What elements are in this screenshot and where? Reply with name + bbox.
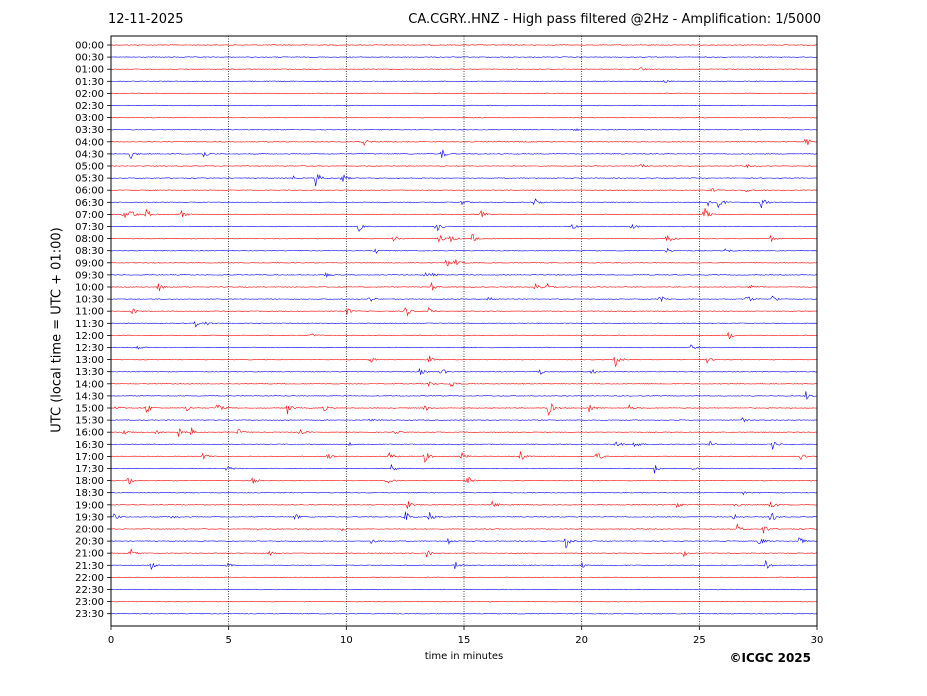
- y-tick-label: 05:30: [75, 174, 104, 185]
- y-tick-label: 10:00: [75, 283, 104, 294]
- trace-1430: [110, 391, 817, 401]
- trace-2100: [111, 548, 817, 558]
- x-tick-label: 25: [693, 635, 706, 646]
- y-tick-label: 16:00: [75, 428, 104, 439]
- trace-0900: [110, 259, 818, 267]
- trace-0630: [111, 198, 818, 209]
- y-tick-label: 11:30: [75, 319, 104, 330]
- trace-2200: [110, 576, 818, 579]
- x-tick-label: 5: [225, 635, 231, 646]
- y-tick-label: 09:00: [75, 258, 104, 269]
- trace-1230: [110, 344, 818, 350]
- copyright-notice: ©ICGC 2025: [729, 651, 811, 665]
- y-tick-label: 07:30: [75, 222, 104, 233]
- trace-0830: [110, 247, 818, 254]
- y-tick-label: 18:30: [75, 488, 104, 499]
- trace-0230: [110, 104, 818, 107]
- y-tick-label: 22:00: [75, 573, 104, 584]
- x-axis-label: time in minutes: [424, 651, 504, 662]
- y-tick-label: 12:30: [75, 343, 104, 354]
- x-tick-label: 10: [340, 635, 353, 646]
- x-tick-label: 0: [108, 635, 114, 646]
- trace-0330: [110, 128, 817, 132]
- trace-0300: [110, 116, 818, 119]
- trace-0000: [110, 44, 817, 46]
- y-tick-label: 18:00: [75, 476, 104, 487]
- y-tick-label: 15:30: [75, 416, 104, 427]
- trace-1830: [110, 491, 818, 496]
- y-tick-label: 10:30: [75, 295, 104, 306]
- y-tick-label: 06:30: [75, 198, 104, 209]
- chart-title: CA.CGRY..HNZ - High pass filtered @2Hz -…: [408, 12, 821, 27]
- trace-1200: [111, 331, 818, 340]
- trace-0030: [111, 56, 818, 58]
- trace-1500: [110, 403, 818, 417]
- y-tick-label: 06:00: [75, 186, 104, 197]
- trace-0530: [110, 174, 818, 187]
- trace-0930: [111, 272, 818, 278]
- chart-date: 12-11-2025: [108, 12, 184, 27]
- y-tick-label: 12:00: [75, 331, 104, 342]
- trace-1800: [110, 477, 818, 485]
- x-tick-label: 15: [458, 635, 471, 646]
- y-tick-label: 13:00: [75, 355, 104, 366]
- y-tick-label: 04:00: [75, 137, 104, 148]
- y-tick-label: 03:30: [75, 125, 104, 136]
- vertical-grid: [228, 36, 700, 626]
- y-tick-label: 21:00: [75, 549, 104, 560]
- y-tick-label: 13:30: [75, 367, 104, 378]
- y-tick-label: 08:30: [75, 246, 104, 257]
- y-ticks: 00:0000:3001:0001:3002:0002:3003:0003:30…: [75, 41, 111, 620]
- y-tick-label: 11:00: [75, 307, 104, 318]
- trace-1530: [111, 417, 818, 423]
- y-tick-label: 02:30: [75, 101, 104, 112]
- y-tick-label: 23:00: [75, 597, 104, 608]
- y-tick-label: 20:30: [75, 537, 104, 548]
- trace-0600: [110, 188, 817, 193]
- trace-1900: [110, 500, 817, 509]
- y-tick-label: 14:00: [75, 379, 104, 390]
- trace-0730: [111, 223, 817, 232]
- y-tick-label: 15:00: [75, 404, 104, 415]
- y-tick-label: 20:00: [75, 525, 104, 536]
- y-tick-label: 07:00: [75, 210, 104, 221]
- y-tick-label: 05:00: [75, 162, 104, 173]
- trace-0800: [110, 233, 818, 243]
- y-tick-label: 17:00: [75, 452, 104, 463]
- y-tick-label: 02:00: [75, 89, 104, 100]
- x-tick-label: 20: [575, 635, 588, 646]
- trace-2130: [110, 560, 818, 571]
- x-ticks: 0 5 10 15 20 25 30: [108, 626, 824, 646]
- y-tick-label: 14:30: [75, 391, 104, 402]
- y-tick-label: 22:30: [75, 585, 104, 596]
- y-tick-label: 01:30: [75, 77, 104, 88]
- y-tick-label: 09:30: [75, 270, 104, 281]
- y-tick-label: 23:30: [75, 609, 104, 620]
- y-tick-label: 00:30: [75, 53, 104, 64]
- x-tick-label: 30: [811, 635, 824, 646]
- y-tick-label: 17:30: [75, 464, 104, 475]
- y-tick-label: 08:00: [75, 234, 104, 245]
- y-tick-label: 04:30: [75, 149, 104, 160]
- y-tick-label: 01:00: [75, 65, 104, 76]
- y-tick-label: 21:30: [75, 561, 104, 572]
- y-tick-label: 00:00: [75, 41, 104, 52]
- y-tick-label: 19:30: [75, 512, 104, 523]
- y-tick-label: 16:30: [75, 440, 104, 451]
- y-tick-label: 19:00: [75, 500, 104, 511]
- plot-frame: [110, 35, 818, 627]
- trace-1630: [110, 440, 818, 450]
- y-tick-label: 03:00: [75, 113, 104, 124]
